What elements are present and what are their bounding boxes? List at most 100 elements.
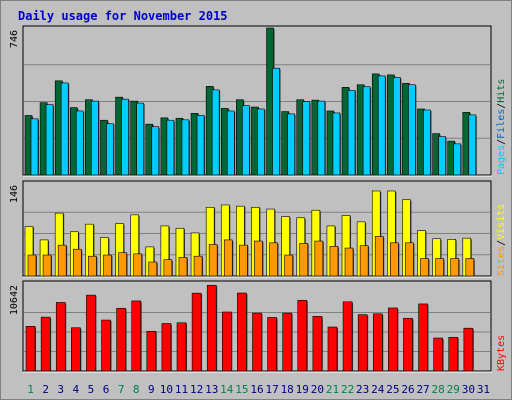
bar-sites-day-10 [163, 259, 173, 277]
bar-kbytes-day-27 [418, 303, 428, 372]
day-label-20: 20 [311, 383, 324, 396]
bar-kbytes-day-6 [101, 319, 111, 372]
day-label-8: 8 [133, 383, 140, 396]
day-label-26: 26 [401, 383, 414, 396]
bar-pages-day-27 [423, 109, 431, 176]
bar-kbytes-day-2 [40, 316, 51, 372]
day-label-2: 2 [42, 383, 49, 396]
day-label-24: 24 [371, 383, 385, 396]
day-label-19: 19 [296, 383, 309, 396]
day-label-3: 3 [57, 383, 64, 396]
legend-files: Files [496, 109, 507, 139]
day-label-27: 27 [416, 383, 429, 396]
bar-kbytes-day-29 [448, 336, 459, 372]
bar-kbytes-day-23 [357, 314, 368, 372]
bar-kbytes-day-25 [388, 307, 398, 372]
bar-pages-day-11 [181, 119, 190, 176]
bar-sites-day-29 [450, 258, 460, 277]
bar-kbytes-day-10 [161, 323, 172, 372]
day-label-9: 9 [148, 383, 155, 396]
bar-sites-day-30 [465, 258, 475, 277]
chart-title: Daily usage for November 2015 [18, 9, 228, 23]
bar-sites-day-17 [269, 242, 278, 277]
bar-sites-day-21 [329, 246, 339, 277]
bar-sites-day-6 [103, 254, 112, 277]
day-label-7: 7 [118, 383, 125, 396]
day-label-14: 14 [220, 383, 234, 396]
bar-kbytes-day-20 [312, 316, 323, 372]
bar-sites-day-23 [359, 245, 369, 277]
panel-kbytes: 10642 KBytes [9, 280, 507, 373]
day-label-21: 21 [326, 383, 339, 396]
bar-pages-day-29 [453, 143, 462, 176]
legend-pages: Pages [496, 145, 507, 175]
bar-sites-day-7 [118, 252, 127, 277]
bar-sites-day-11 [178, 257, 188, 277]
day-label-22: 22 [341, 383, 354, 396]
legend-hits: Hits [496, 79, 507, 103]
day-label-5: 5 [88, 383, 95, 396]
bar-pages-day-12 [196, 114, 205, 176]
day-label-4: 4 [73, 383, 80, 396]
bar-kbytes-day-13 [206, 284, 217, 372]
bar-pages-day-8 [136, 102, 144, 176]
bar-pages-day-17 [272, 67, 280, 176]
legend-kbytes: KBytes [496, 335, 507, 371]
bar-pages-day-14 [226, 110, 235, 176]
legend-separator: / [496, 139, 507, 145]
bar-kbytes-day-3 [55, 302, 66, 372]
bar-kbytes-day-8 [131, 300, 142, 372]
bar-sites-day-24 [374, 236, 384, 277]
bar-pages-day-3 [60, 82, 69, 176]
bar-sites-day-27 [420, 258, 429, 277]
panel-visits-max-label: 146 [9, 185, 20, 203]
bar-kbytes-day-1 [25, 325, 36, 372]
bar-pages-day-18 [287, 113, 295, 176]
bar-sites-day-3 [57, 244, 67, 277]
bar-sites-day-18 [284, 254, 293, 277]
bar-sites-day-5 [88, 255, 97, 277]
panel-hits-legend: Pages/Files/Hits [496, 79, 507, 175]
bar-kbytes-day-19 [297, 299, 308, 372]
day-label-6: 6 [103, 383, 110, 396]
day-label-30: 30 [462, 383, 475, 396]
bar-pages-day-24 [377, 75, 386, 176]
bar-sites-day-20 [314, 240, 324, 277]
legend-separator: / [496, 103, 507, 109]
bar-sites-day-22 [344, 247, 354, 277]
bar-kbytes-day-24 [372, 313, 383, 372]
bar-pages-day-25 [393, 77, 401, 176]
bar-pages-day-30 [468, 114, 477, 176]
bar-sites-day-15 [239, 244, 248, 277]
legend-visits: Visits [496, 204, 507, 240]
bar-pages-day-23 [362, 86, 371, 176]
panel-visits-legend: Sites/Visits [496, 204, 507, 276]
bar-kbytes-day-28 [433, 337, 443, 372]
bar-sites-day-25 [390, 242, 399, 277]
bar-kbytes-day-21 [327, 326, 338, 372]
panel-kbytes-max-label: 10642 [9, 285, 20, 315]
bar-sites-day-2 [42, 254, 52, 277]
bar-sites-day-12 [193, 255, 203, 277]
bar-kbytes-day-9 [146, 330, 157, 372]
day-label-12: 12 [190, 383, 203, 396]
bar-pages-day-16 [257, 108, 265, 176]
day-label-1: 1 [27, 383, 34, 396]
bar-sites-day-14 [223, 239, 233, 277]
day-label-13: 13 [205, 383, 218, 396]
bar-pages-day-1 [30, 118, 39, 176]
day-label-29: 29 [447, 383, 460, 396]
legend-separator: / [496, 240, 507, 246]
bar-kbytes-day-18 [282, 312, 292, 372]
bar-pages-day-9 [151, 126, 160, 176]
bar-kbytes-day-16 [252, 312, 262, 372]
bar-pages-day-10 [166, 119, 175, 176]
bar-pages-day-2 [45, 104, 54, 176]
bar-kbytes-day-12 [191, 292, 202, 372]
bar-pages-day-22 [347, 89, 356, 176]
bar-kbytes-day-14 [222, 311, 232, 372]
bar-sites-day-1 [27, 254, 37, 277]
day-label-15: 15 [235, 383, 248, 396]
